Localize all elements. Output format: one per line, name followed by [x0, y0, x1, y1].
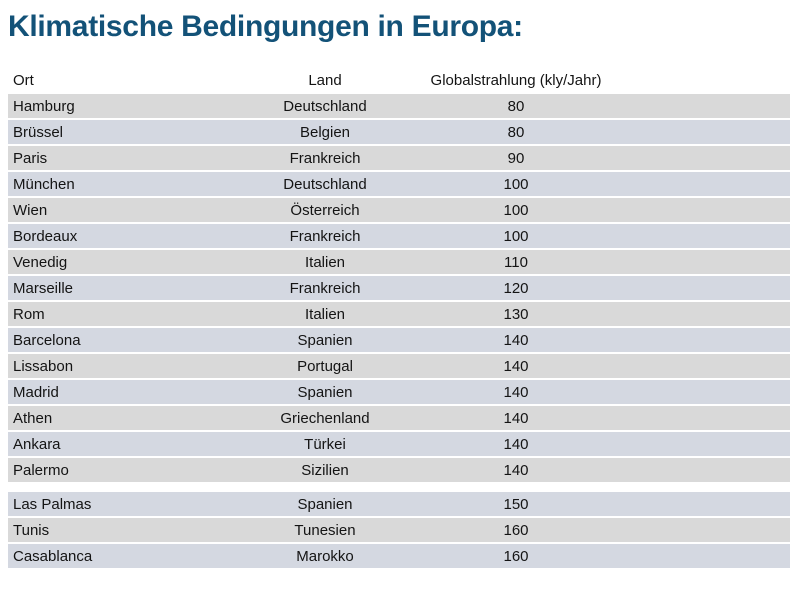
- cell-land: Marokko: [296, 547, 354, 565]
- cell-globalstrahlung: 160: [503, 521, 529, 539]
- cell-globalstrahlung: 120: [503, 279, 529, 297]
- climate-table: Ort Land Globalstrahlung (kly/Jahr) Hamb…: [8, 68, 790, 568]
- page: Klimatische Bedingungen in Europa: Ort L…: [8, 10, 790, 568]
- cell-ort: Ankara: [13, 435, 61, 453]
- cell-ort: Athen: [13, 409, 53, 427]
- table-row: Rom Italien 130: [8, 302, 790, 326]
- cell-globalstrahlung: 150: [503, 495, 529, 513]
- cell-land: Spanien: [297, 383, 353, 401]
- cell-globalstrahlung: 140: [503, 383, 529, 401]
- table-row: Wien Österreich 100: [8, 198, 790, 222]
- table-group-south: Las Palmas Spanien 150 Tunis Tunesien 160 Casa…: [8, 492, 790, 568]
- cell-globalstrahlung: 100: [503, 175, 529, 193]
- cell-ort: Palermo: [13, 461, 69, 479]
- table-group-europe: Hamburg Deutschland 80 Brüssel Belgien 80 Pari…: [8, 94, 790, 482]
- column-header-ort: Ort: [13, 71, 34, 89]
- cell-land: Frankreich: [289, 227, 361, 245]
- cell-ort: Paris: [13, 149, 48, 167]
- cell-land: Frankreich: [289, 279, 361, 297]
- table-row: Palermo Sizilien 140: [8, 458, 790, 482]
- cell-land: Frankreich: [289, 149, 361, 167]
- table-row: Lissabon Portugal 140: [8, 354, 790, 378]
- cell-ort: Hamburg: [13, 97, 75, 115]
- cell-globalstrahlung: 100: [503, 227, 529, 245]
- table-row: Hamburg Deutschland 80: [8, 94, 790, 118]
- cell-ort: Brüssel: [13, 123, 64, 141]
- cell-globalstrahlung: 90: [507, 149, 525, 167]
- cell-ort: München: [13, 175, 75, 193]
- table-row: Tunis Tunesien 160: [8, 518, 790, 542]
- cell-land: Tunesien: [294, 521, 356, 539]
- cell-land: Österreich: [290, 201, 360, 219]
- cell-ort: Barcelona: [13, 331, 81, 349]
- cell-land: Türkei: [304, 435, 346, 453]
- cell-ort: Rom: [13, 305, 45, 323]
- table-row: Barcelona Spanien 140: [8, 328, 790, 352]
- cell-ort: Tunis: [13, 521, 50, 539]
- table-row: München Deutschland 100: [8, 172, 790, 196]
- cell-globalstrahlung: 140: [503, 357, 529, 375]
- cell-land: Italien: [304, 305, 346, 323]
- cell-land: Deutschland: [283, 97, 367, 115]
- cell-ort: Marseille: [13, 279, 74, 297]
- table-row: Casablanca Marokko 160: [8, 544, 790, 568]
- table-row: Brüssel Belgien 80: [8, 120, 790, 144]
- cell-globalstrahlung: 160: [503, 547, 529, 565]
- column-header-land: Land: [308, 71, 342, 89]
- table-header-row: Ort Land Globalstrahlung (kly/Jahr): [8, 68, 790, 92]
- cell-ort: Venedig: [13, 253, 68, 271]
- cell-land: Belgien: [299, 123, 351, 141]
- table-row: Madrid Spanien 140: [8, 380, 790, 404]
- table-row: Ankara Türkei 140: [8, 432, 790, 456]
- cell-ort: Madrid: [13, 383, 59, 401]
- table-row: Venedig Italien 110: [8, 250, 790, 274]
- cell-globalstrahlung: 130: [503, 305, 529, 323]
- column-header-globalstrahlung: Globalstrahlung (kly/Jahr): [430, 71, 602, 89]
- cell-land: Portugal: [297, 357, 353, 375]
- cell-globalstrahlung: 110: [504, 253, 528, 271]
- cell-land: Griechenland: [280, 409, 370, 427]
- cell-ort: Las Palmas: [13, 495, 92, 513]
- page-title: Klimatische Bedingungen in Europa:: [8, 10, 523, 43]
- cell-ort: Bordeaux: [13, 227, 78, 245]
- cell-globalstrahlung: 140: [503, 461, 529, 479]
- cell-land: Sizilien: [301, 461, 349, 479]
- table-row: Marseille Frankreich 120: [8, 276, 790, 300]
- table-row: Las Palmas Spanien 150: [8, 492, 790, 516]
- cell-land: Deutschland: [283, 175, 367, 193]
- cell-globalstrahlung: 140: [503, 331, 529, 349]
- cell-globalstrahlung: 100: [503, 201, 529, 219]
- table-row: Athen Griechenland 140: [8, 406, 790, 430]
- cell-land: Spanien: [297, 495, 353, 513]
- table-row: Bordeaux Frankreich 100: [8, 224, 790, 248]
- cell-land: Spanien: [297, 331, 353, 349]
- cell-globalstrahlung: 80: [507, 97, 525, 115]
- table-row: Paris Frankreich 90: [8, 146, 790, 170]
- cell-globalstrahlung: 140: [503, 435, 529, 453]
- cell-globalstrahlung: 80: [507, 123, 525, 141]
- cell-globalstrahlung: 140: [503, 409, 529, 427]
- cell-land: Italien: [304, 253, 346, 271]
- cell-ort: Wien: [13, 201, 48, 219]
- cell-ort: Casablanca: [13, 547, 93, 565]
- cell-ort: Lissabon: [13, 357, 74, 375]
